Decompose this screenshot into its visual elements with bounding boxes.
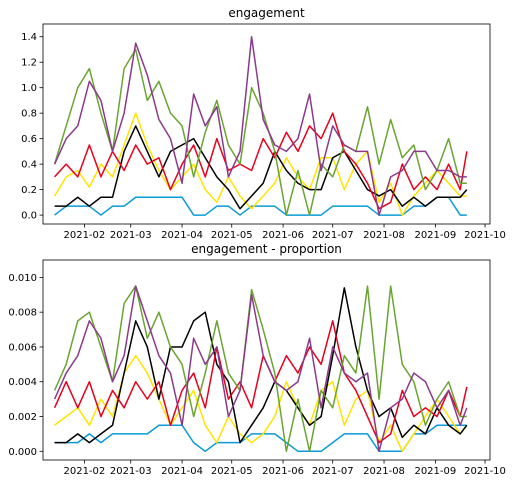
- chart-1-y-tick-label: 0.2: [21, 185, 37, 196]
- chart-1-y-tick-label: 0.4: [21, 160, 37, 171]
- chart-2-title: engagement - proportion: [191, 242, 342, 256]
- chart-1-y-tick-label: 1.0: [21, 83, 37, 94]
- chart-1-y-tick-label: 0.0: [21, 211, 37, 222]
- chart-2-y-tick-label: 0.008: [8, 308, 37, 319]
- chart-1-x-tick-label: 2021-07: [312, 230, 354, 241]
- chart-2-y-tick-label: 0.000: [8, 447, 37, 458]
- chart-2-x-tick-label: 2021-02: [63, 466, 105, 477]
- chart-1-x-tick-label: 2021-02: [63, 230, 105, 241]
- chart-2-y-tick-label: 0.004: [8, 377, 37, 388]
- chart-2-y-tick-label: 0.006: [8, 342, 37, 353]
- chart-1-x-tick-label: 2021-06: [262, 230, 304, 241]
- chart-1-x-tick-label: 2021-08: [363, 230, 405, 241]
- chart-2-y-tick-label: 0.002: [8, 412, 37, 423]
- chart-2-y-tick-label: 0.010: [8, 273, 37, 284]
- chart-1-x-tick-label: 2021-10: [464, 230, 506, 241]
- chart-1-x-tick-label: 2021-04: [161, 230, 203, 241]
- chart-2-x-tick-label: 2021-04: [161, 466, 203, 477]
- chart-1-y-tick-label: 0.8: [21, 109, 37, 120]
- chart-2-x-tick-label: 2021-08: [363, 466, 405, 477]
- chart-2-x-tick-label: 2021-10: [464, 466, 506, 477]
- chart-2-x-tick-label: 2021-09: [414, 466, 456, 477]
- chart-2-x-tick-label: 2021-03: [110, 466, 152, 477]
- chart-1-y-tick-label: 1.2: [21, 58, 37, 69]
- chart-1-title: engagement: [228, 6, 305, 20]
- chart-1-y-tick-label: 1.4: [21, 32, 37, 43]
- chart-1-x-tick-label: 2021-09: [414, 230, 456, 241]
- chart-1-x-tick-label: 2021-03: [110, 230, 152, 241]
- chart-2-x-tick-label: 2021-07: [312, 466, 354, 477]
- chart-2-x-tick-label: 2021-05: [211, 466, 253, 477]
- chart-1-x-tick-label: 2021-05: [211, 230, 253, 241]
- chart-1-y-tick-label: 0.6: [21, 134, 37, 145]
- chart-2-x-tick-label: 2021-06: [262, 466, 304, 477]
